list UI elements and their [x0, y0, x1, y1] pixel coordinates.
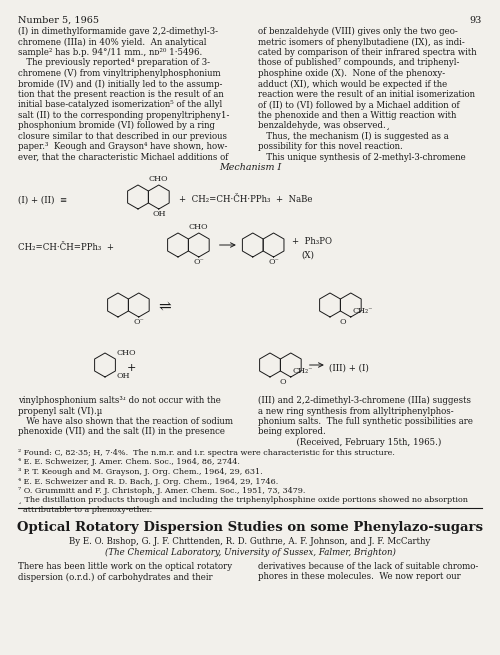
Text: derivatives because of the lack of suitable chromo-
phores in these molecules.  : derivatives because of the lack of suita…	[258, 562, 478, 582]
Text: CHO: CHO	[116, 349, 136, 357]
Text: +: +	[126, 363, 136, 373]
Text: ⁷ O. Grummitt and F. J. Christoph, J. Amer. Chem. Soc., 1951, 73, 3479.: ⁷ O. Grummitt and F. J. Christoph, J. Am…	[18, 487, 306, 495]
Text: (III) and 2,2-dimethyl-3-chromene (IIIa) suggests
a new ring synthesis from ally: (III) and 2,2-dimethyl-3-chromene (IIIa)…	[258, 396, 473, 447]
Text: By E. O. Bɪshop, G. J. F. Chɪttenden, R. D. Guthrɪe, A. F. Johnson, and J. F. Mc: By E. O. Bɪshop, G. J. F. Chɪttenden, R.…	[70, 537, 430, 546]
Text: (III) + (I): (III) + (I)	[329, 364, 368, 373]
Text: (The Chemical Laboratory, University of Sussex, Falmer, Brighton): (The Chemical Laboratory, University of …	[104, 548, 396, 557]
Text: ⁴ E. E. Schweizer and R. D. Bach, J. Org. Chem., 1964, 29, 1746.: ⁴ E. E. Schweizer and R. D. Bach, J. Org…	[18, 477, 278, 485]
Text: Number 5, 1965: Number 5, 1965	[18, 16, 99, 25]
Text: There has been little work on the optical rotatory
dispersion (o.r.d.) of carboh: There has been little work on the optica…	[18, 562, 232, 582]
Text: O: O	[339, 318, 345, 326]
Text: O⁻: O⁻	[268, 258, 279, 266]
Text: OH: OH	[116, 372, 130, 380]
Text: Mechanism I: Mechanism I	[219, 163, 281, 172]
Text: (I) in dimethylformamide gave 2,2-dimethyl-3-
chromene (IIIa) in 40% yield.  An : (I) in dimethylformamide gave 2,2-dimeth…	[18, 27, 230, 162]
Text: O: O	[279, 378, 285, 386]
Text: O⁻: O⁻	[134, 318, 144, 326]
Text: 93: 93	[470, 16, 482, 25]
Text: CH₂⁻: CH₂⁻	[293, 367, 314, 375]
Text: vinylphosphonium salts³ʴ do not occur with the
propenyl salt (VI).µ
   We have a: vinylphosphonium salts³ʴ do not occur wi…	[18, 396, 233, 436]
Text: of benzaldehyde (VIII) gives only the two geo-
metric isomers of phenylbutadiene: of benzaldehyde (VIII) gives only the tw…	[258, 27, 476, 162]
Text: (X): (X)	[302, 250, 314, 259]
Text: ² Found: C, 82·35; H, 7·4%.  The n.m.r. and i.r. spectra were characteristic for: ² Found: C, 82·35; H, 7·4%. The n.m.r. a…	[18, 449, 395, 457]
Text: (I) + (II)  ≡: (I) + (II) ≡	[18, 195, 67, 204]
Text: CH₂=CH·ČH=PPh₃  +: CH₂=CH·ČH=PPh₃ +	[18, 244, 114, 252]
Text: CHO: CHO	[189, 223, 208, 231]
Text: O⁻: O⁻	[194, 258, 204, 266]
Text: OH: OH	[152, 210, 166, 218]
Text: ⇌: ⇌	[159, 300, 172, 314]
Text: +  Ph₃PO: + Ph₃PO	[292, 236, 332, 246]
Text: Optical Rotatory Dispersion Studies on some Phenylazo-sugars: Optical Rotatory Dispersion Studies on s…	[17, 521, 483, 534]
Text: CHO: CHO	[149, 175, 169, 183]
Text: ⁴ E. E. Schweizer, J. Amer. Chem. Soc., 1964, 86, 2744.: ⁴ E. E. Schweizer, J. Amer. Chem. Soc., …	[18, 458, 240, 466]
Text: +  CH₂=CH·ČH·PPh₃  +  NaBe: + CH₂=CH·ČH·PPh₃ + NaBe	[179, 195, 312, 204]
Text: CH₂⁻: CH₂⁻	[353, 307, 374, 315]
Text: ³ P. T. Keough and M. Grayson, J. Org. Chem., 1964, 29, 631.: ³ P. T. Keough and M. Grayson, J. Org. C…	[18, 468, 262, 476]
Text: ¸ The distillation products through and including the triphenylphosphine oxide p: ¸ The distillation products through and …	[18, 496, 468, 514]
